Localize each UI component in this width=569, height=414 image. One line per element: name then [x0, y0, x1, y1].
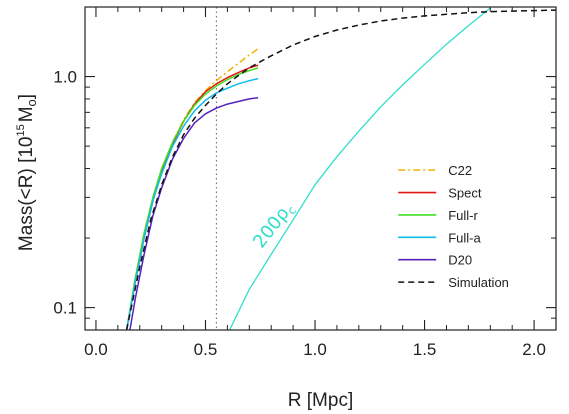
y-axis-label-close: ] [16, 94, 37, 99]
legend-label-full-a: Full-a [448, 230, 481, 245]
y-axis-label-main: Mass(<R) [10 [16, 137, 37, 252]
y-axis-label-subscript: o [24, 99, 39, 106]
reference-curve-200rho-c [229, 7, 491, 330]
legend: C22 Spect Full-r Full-a D20 Simulation [398, 163, 509, 290]
x-axis-label: R [Mpc] [288, 390, 353, 411]
x-tick-label: 0.0 [84, 340, 108, 359]
legend-label-d20: D20 [448, 253, 472, 268]
axis-ticks: 0.0 0.5 1.0 1.5 2.0 0.1 1.0 [53, 6, 557, 359]
series-line-full-r [125, 67, 259, 330]
legend-label-full-r: Full-r [448, 208, 478, 223]
y-tick-label: 1.0 [53, 68, 77, 87]
y-axis-label-unit: M [16, 106, 37, 122]
y-tick-label: 0.1 [53, 299, 77, 318]
y-axis-label-exponent: 15 [15, 124, 27, 136]
y-axis-label: Mass(<R) [1015 Mo] [15, 94, 39, 251]
series-line-simulation [125, 9, 556, 330]
series-line-full-a [125, 77, 259, 330]
legend-label-spect: Spect [448, 186, 482, 201]
x-tick-label: 1.0 [303, 340, 327, 359]
series-layer [125, 7, 556, 330]
x-tick-label: 1.5 [413, 340, 437, 359]
x-tick-label: 2.0 [522, 340, 546, 359]
series-line-d20 [129, 96, 259, 330]
legend-label-c22: C22 [448, 163, 472, 178]
legend-label-simulation: Simulation [448, 275, 509, 290]
x-tick-label: 0.5 [194, 340, 218, 359]
